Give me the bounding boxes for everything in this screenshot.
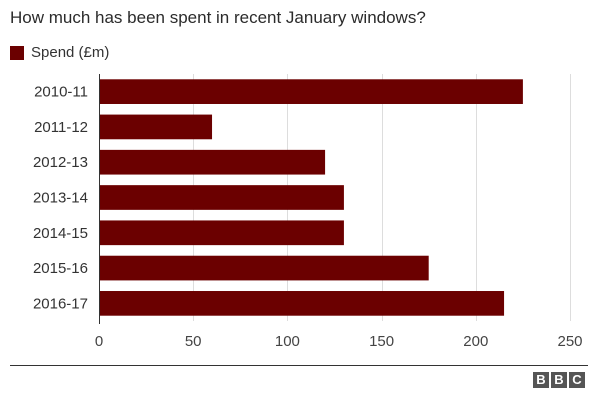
legend-swatch	[10, 45, 24, 60]
bbc-logo-letter: C	[569, 372, 585, 388]
bar	[99, 114, 213, 140]
bbc-logo-letter: B	[551, 372, 567, 388]
x-tick-label: 150	[369, 333, 394, 350]
bar	[99, 149, 326, 175]
x-tick-label: 0	[95, 333, 103, 350]
bar	[99, 255, 429, 281]
bar	[99, 220, 344, 246]
category-label: 2015-16	[33, 260, 88, 277]
category-label: 2010-11	[34, 84, 88, 101]
legend-label: Spend (£m)	[31, 44, 110, 61]
legend: Spend (£m)	[10, 44, 109, 61]
x-tick-label: 200	[463, 333, 488, 350]
x-tick-label: 50	[185, 333, 202, 350]
bottom-rule	[10, 365, 588, 366]
category-label: 2013-14	[33, 190, 88, 207]
category-label: 2011-12	[34, 119, 88, 136]
bbc-logo: B B C	[533, 372, 585, 388]
category-label: 2016-17	[33, 295, 88, 312]
bar	[99, 291, 505, 316]
bar	[99, 79, 523, 104]
bar	[99, 185, 344, 210]
bbc-logo-letter: B	[533, 372, 549, 388]
x-tick-label: 100	[275, 333, 300, 350]
x-tick-label: 250	[557, 333, 582, 350]
category-label: 2014-15	[33, 225, 88, 242]
chart-title: How much has been spent in recent Januar…	[10, 8, 426, 27]
category-label: 2012-13	[33, 154, 88, 171]
